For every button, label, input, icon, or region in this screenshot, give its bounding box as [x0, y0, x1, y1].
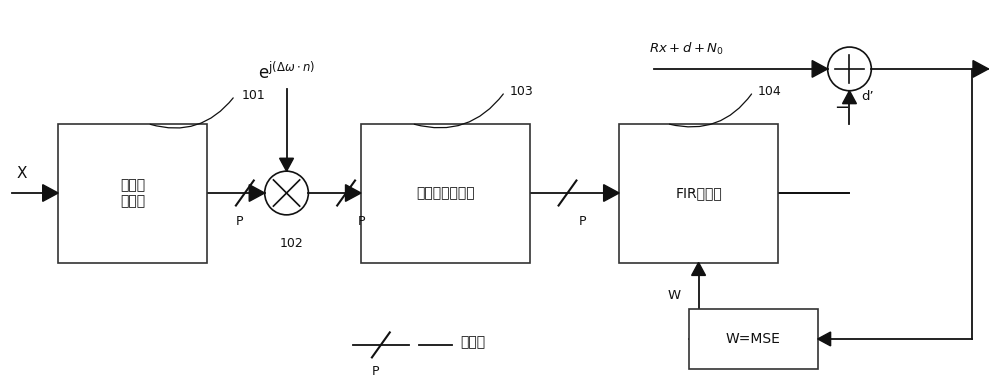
- Polygon shape: [818, 332, 831, 346]
- Bar: [689, 309, 818, 369]
- Polygon shape: [346, 185, 361, 201]
- Polygon shape: [604, 185, 619, 201]
- Text: P: P: [372, 365, 380, 378]
- Text: 102: 102: [280, 237, 303, 250]
- Text: P: P: [236, 215, 244, 228]
- Text: −: −: [834, 99, 849, 117]
- Text: d’: d’: [861, 90, 874, 103]
- Text: P: P: [357, 215, 365, 228]
- Text: 101: 101: [242, 89, 266, 102]
- Text: 数字低通滤波器: 数字低通滤波器: [416, 186, 475, 200]
- Polygon shape: [280, 158, 293, 171]
- Text: FIR滤波器: FIR滤波器: [675, 186, 722, 200]
- Polygon shape: [843, 91, 856, 104]
- Text: $\mathrm{e}^{\mathrm{j}(\Delta\omega\cdot n)}$: $\mathrm{e}^{\mathrm{j}(\Delta\omega\cdo…: [258, 62, 315, 83]
- Text: P: P: [579, 215, 586, 228]
- Text: $Rx+d+N_0$: $Rx+d+N_0$: [649, 41, 724, 57]
- Text: 多项式
发生器: 多项式 发生器: [120, 178, 145, 208]
- Text: W: W: [668, 289, 681, 302]
- Polygon shape: [692, 263, 706, 275]
- Text: 104: 104: [758, 85, 782, 98]
- Text: W=MSE: W=MSE: [726, 332, 781, 346]
- Polygon shape: [43, 185, 58, 201]
- Bar: [619, 123, 778, 263]
- Polygon shape: [812, 61, 828, 77]
- Bar: [361, 123, 530, 263]
- Polygon shape: [973, 61, 988, 77]
- Bar: [58, 123, 207, 263]
- Text: 调相器: 调相器: [460, 335, 485, 349]
- Polygon shape: [249, 185, 265, 201]
- Text: 103: 103: [510, 85, 534, 98]
- Text: X: X: [16, 166, 27, 181]
